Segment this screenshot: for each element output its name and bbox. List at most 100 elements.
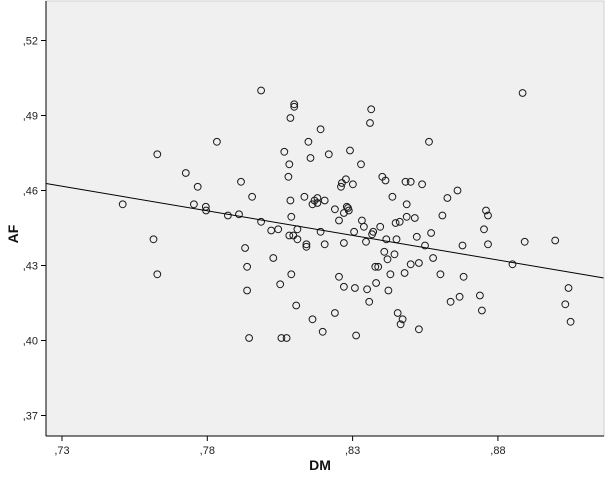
x-tick-label: ,73 [54,445,69,457]
data-point [380,247,389,256]
data-point [304,137,313,146]
data-point [406,260,415,269]
plot-frame [45,0,605,437]
data-point [363,285,372,294]
data-point [331,309,339,317]
data-point [410,214,419,222]
data-point [284,172,293,181]
data-point [302,240,311,249]
data-point [277,334,286,342]
data-point [286,196,295,205]
data-point [443,194,452,202]
data-point [381,176,390,185]
data-point [190,200,198,209]
data-point [484,211,492,220]
data-point [243,262,252,271]
data-point [224,211,232,220]
data-point [415,259,423,267]
data-point [566,317,575,326]
data-point [335,272,343,281]
data-point [308,315,317,324]
x-tick-label: ,78 [200,445,215,457]
data-point [313,194,322,202]
data-point [280,147,289,156]
data-point [402,200,411,209]
data-point [331,205,339,214]
data-point [318,327,327,336]
data-point [382,235,391,244]
data-point [337,182,345,191]
data-point [427,229,436,237]
plot-background [46,1,604,436]
data-point [415,325,423,334]
data-point [344,206,353,215]
y-axis-ticks: ,37 ,40 ,43 ,46 ,49 ,52 [23,36,46,423]
data-point [391,219,400,227]
data-point [276,280,285,289]
data-point [508,260,517,269]
data-point [340,209,348,217]
plot-area [46,1,604,436]
data-point [302,242,311,251]
data-point [153,150,162,159]
data-point [346,146,354,155]
data-point [320,196,329,205]
data-point [287,270,296,279]
data-point [351,284,359,292]
data-point [235,210,243,219]
data-point [181,169,190,177]
data-point [274,225,283,234]
data-point [369,227,378,236]
data-point [149,235,158,244]
data-point [421,241,429,250]
y-tick-label: ,40 [23,336,38,348]
data-point [393,309,402,317]
data-point [286,114,295,122]
data-point [564,284,573,292]
y-tick-label: ,37 [23,411,38,423]
data-point [285,160,294,169]
y-tick-label: ,43 [23,261,38,273]
data-point [386,270,395,279]
data-point [306,154,315,162]
data-point [342,202,351,211]
data-point [313,199,322,207]
data-point [418,180,427,189]
data-point [282,334,291,342]
data-point [480,225,488,234]
data-point [349,180,357,189]
data-point [118,200,127,209]
data-point [406,177,415,186]
y-tick-label: ,49 [23,111,38,123]
data-point [484,240,492,249]
data-point [482,206,490,215]
data-point [269,254,278,262]
data-point [213,137,221,146]
data-point [390,250,399,259]
data-point [458,241,467,250]
data-point [376,222,385,231]
data-point [520,237,529,246]
data-point [388,192,397,201]
data-point [459,272,468,281]
data-point [396,320,405,329]
data-point [293,235,302,244]
data-point [340,282,348,291]
data-point [446,297,455,306]
data-point [290,100,299,109]
data-point [324,150,333,159]
data-point [401,177,410,186]
data-point [257,86,266,95]
data-point [429,254,438,262]
data-point [455,292,464,301]
data-point [518,89,527,97]
data-point [241,244,250,252]
data-point [365,297,374,306]
data-point [320,240,329,249]
data-point [372,279,381,287]
data-point [193,182,202,191]
data-point [476,291,484,300]
data-point [383,255,392,264]
data-point [384,286,393,295]
data-point [367,105,376,114]
